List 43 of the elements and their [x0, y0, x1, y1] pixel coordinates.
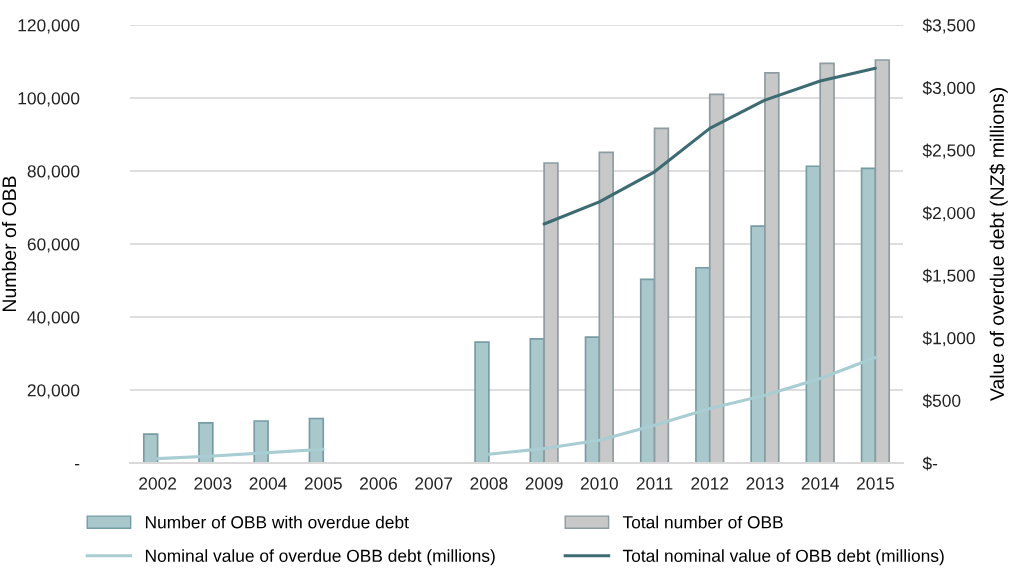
legend-label: Total nominal value of OBB debt (millions)	[622, 549, 944, 566]
bar	[819, 62, 835, 463]
x-tick-label: 2011	[636, 477, 673, 490]
y2-tick-label: $-	[922, 456, 938, 471]
y-tick-label: -	[74, 464, 80, 466]
y2-tick-label: $2,000	[922, 206, 975, 222]
x-tick-label: 2010	[580, 477, 618, 490]
y-tick-label: 40,000	[27, 311, 80, 326]
y-tick-label: 120,000	[18, 19, 80, 34]
y2-axis-title: Value of overdue debt (NZ$ millions)	[989, 88, 1008, 401]
bar	[543, 162, 559, 463]
bar	[708, 93, 725, 463]
y2-tick-label: $1,500	[922, 268, 975, 284]
y-tick-label: 100,000	[18, 92, 80, 107]
x-tick-label: 2002	[139, 477, 177, 490]
line-series	[542, 66, 877, 226]
x-tick-label: 2003	[194, 477, 232, 490]
y-tick-label: 60,000	[27, 238, 80, 253]
bar	[653, 127, 670, 463]
bar	[874, 59, 891, 463]
x-tick-label: 2007	[415, 477, 453, 490]
y2-tick-label: $3,000	[922, 81, 975, 97]
y-axis-title: Number of OBB	[1, 176, 17, 312]
x-tick-label: 2015	[856, 477, 894, 490]
bar	[598, 151, 614, 463]
y2-tick-label: $500	[922, 393, 961, 408]
y2-tick-label: $1,000	[922, 331, 975, 347]
x-tick-label: 2004	[249, 477, 287, 490]
x-tick-label: 2014	[801, 477, 839, 490]
y-tick-label: 20,000	[27, 384, 80, 399]
x-tick-label: 2005	[304, 477, 342, 490]
x-tick-label: 2012	[691, 477, 729, 490]
bar	[764, 71, 780, 463]
y2-tick-label: $2,500	[922, 143, 975, 159]
y2-tick-label: $3,500	[922, 18, 975, 34]
y-tick-label: 80,000	[27, 165, 80, 180]
x-tick-label: 2006	[360, 477, 398, 490]
legend-label: Number of OBB with overdue debt	[145, 515, 409, 529]
legend-label: Total number of OBB	[622, 515, 783, 529]
legend-label: Nominal value of overdue OBB debt (millions)	[145, 549, 495, 566]
x-tick-label: 2009	[525, 477, 563, 490]
x-tick-label: 2013	[746, 477, 784, 490]
x-tick-label: 2008	[470, 477, 508, 490]
